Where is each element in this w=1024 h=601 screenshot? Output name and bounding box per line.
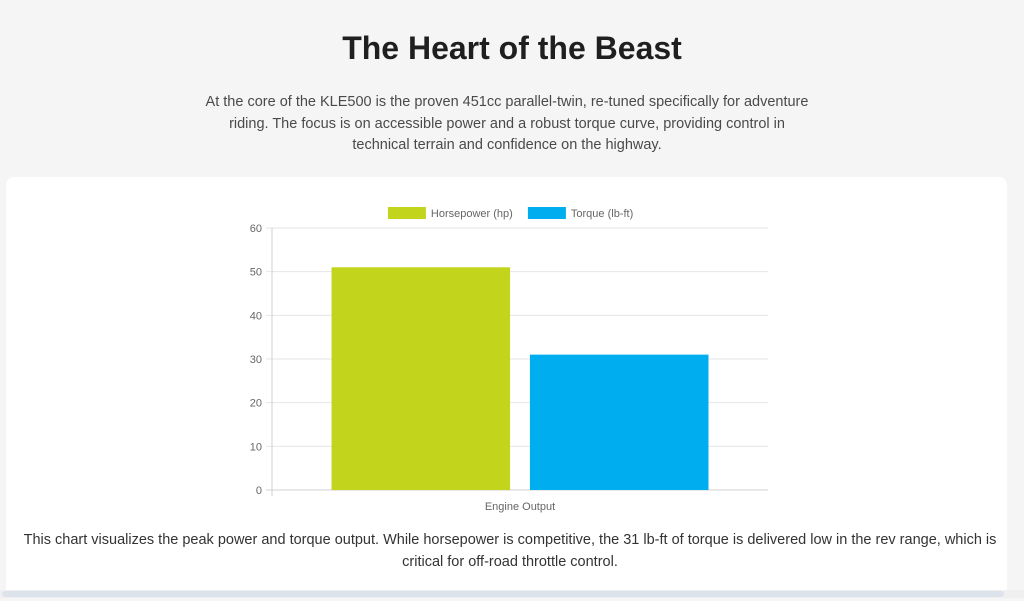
y-tick-label: 30 (250, 354, 262, 366)
y-tick-label: 40 (250, 310, 262, 322)
y-tick-label: 10 (250, 441, 262, 453)
legend-swatch (387, 207, 426, 219)
y-tick-label: 60 (250, 223, 262, 235)
y-tick-label: 20 (250, 398, 262, 410)
bar-horsepower-hp (331, 267, 511, 490)
engine-output-chart: 0 10 20 30 40 50 60 Engine Output Horsepower (hp… (250, 207, 768, 513)
legend-label: Horsepower (hp) (431, 208, 513, 220)
x-tick-label: Engine Output (485, 501, 555, 513)
legend-swatch (527, 207, 566, 219)
y-tick-label: 50 (250, 267, 262, 279)
horizontal-scrollbar[interactable] (0, 590, 1024, 598)
scrollbar-thumb[interactable] (2, 591, 1004, 597)
chart-caption: This chart visualizes the peak power and… (23, 532, 997, 570)
y-tick-label: 0 (256, 485, 262, 497)
page-title: The Heart of the Beast (342, 30, 682, 66)
bar-torque-lb-ft (529, 354, 709, 490)
legend-label: Torque (lb-ft) (571, 208, 633, 220)
intro-paragraph: At the core of the KLE500 is the proven … (205, 94, 809, 153)
